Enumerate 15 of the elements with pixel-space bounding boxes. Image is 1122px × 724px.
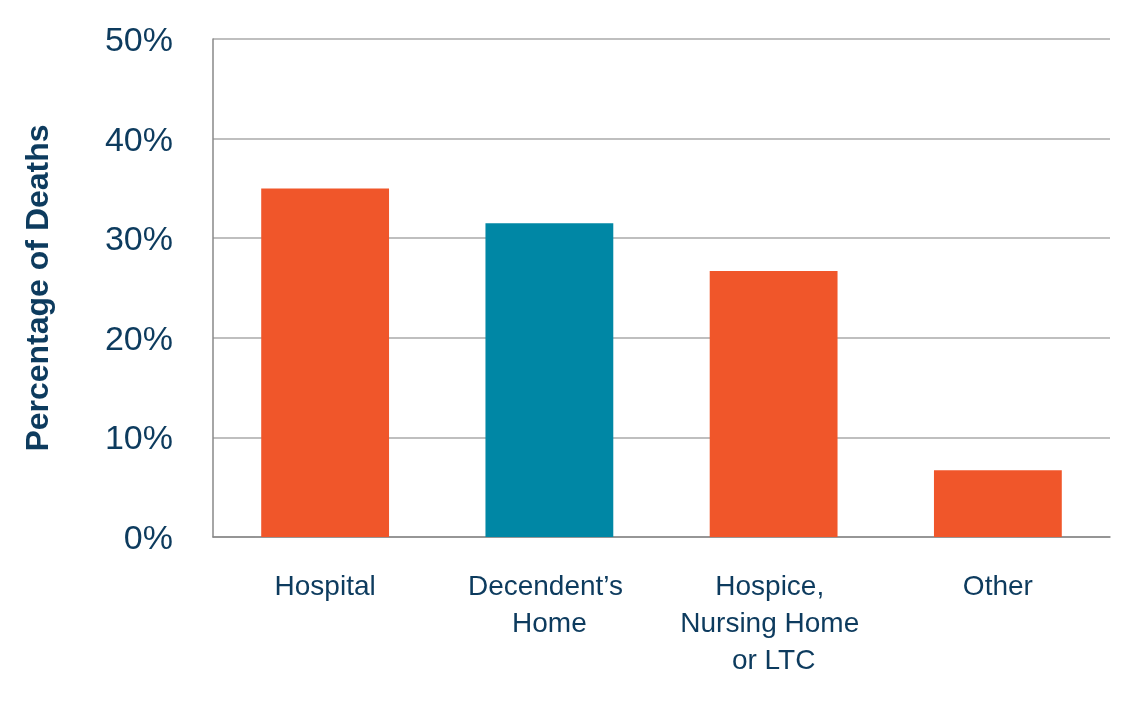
bar — [485, 223, 614, 537]
x-tick-label: Decendent’s Home — [467, 570, 631, 638]
y-tick-label: 10% — [104, 418, 173, 457]
y-tick-label: 50% — [104, 20, 173, 58]
bar — [261, 188, 390, 537]
y-tick-label: 0% — [123, 518, 173, 556]
y-tick-label: 20% — [104, 318, 173, 357]
x-tick-label: Other — [962, 570, 1033, 601]
x-tick-label: Hospice, Nursing Home or LTC — [680, 570, 867, 675]
bar — [709, 271, 838, 537]
y-tick-label: 30% — [104, 219, 173, 258]
y-axis-title: Percentage of Deaths — [19, 124, 55, 452]
bar — [933, 470, 1062, 537]
y-tick-label: 40% — [104, 119, 173, 158]
x-tick-label: Hospital — [274, 570, 376, 601]
